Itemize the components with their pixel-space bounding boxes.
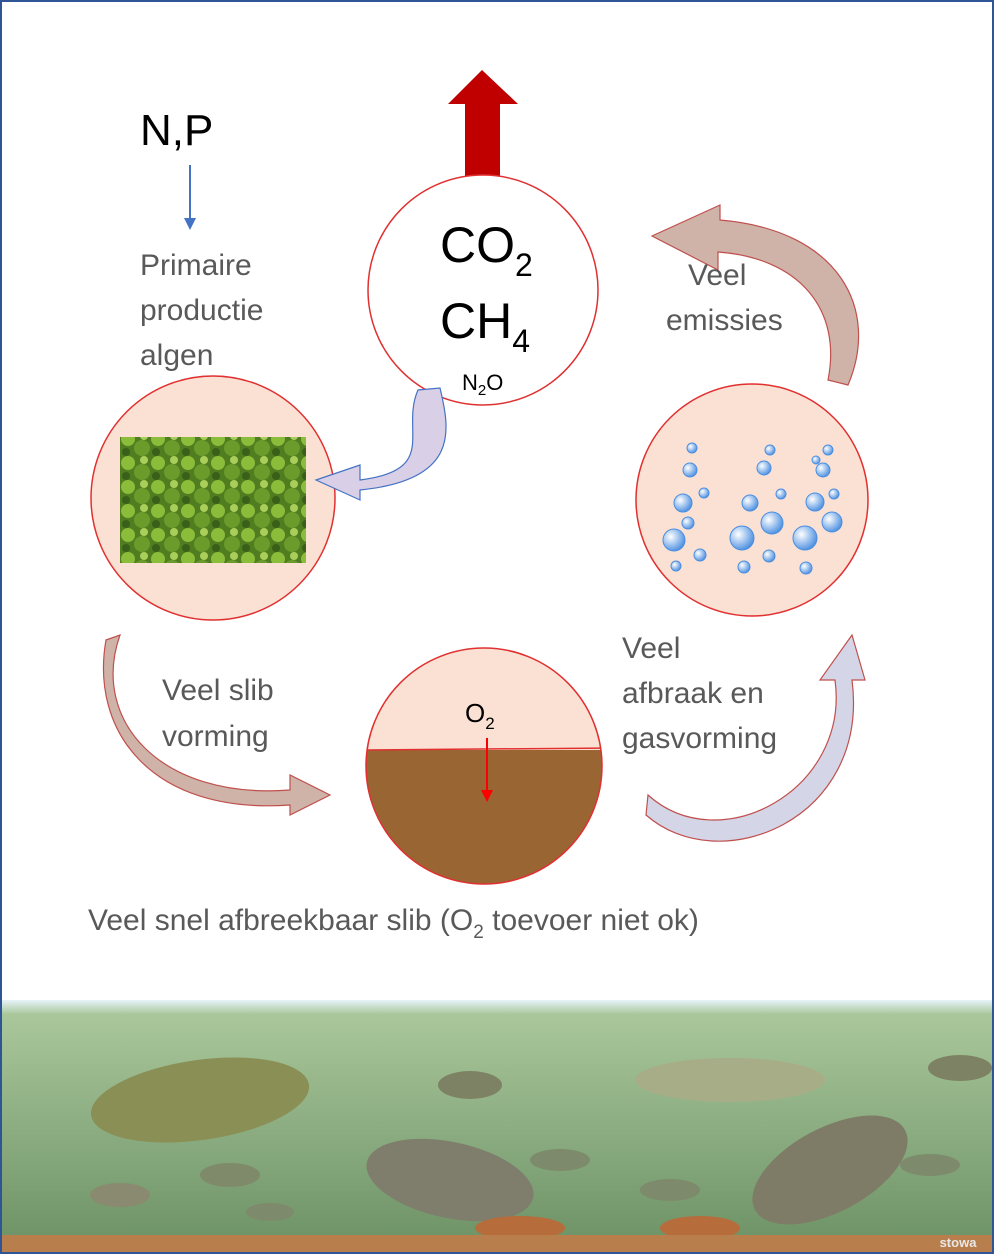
- underwater-scene: [2, 1000, 992, 1252]
- n2o-tail: O: [486, 370, 503, 395]
- oxygen-text: O: [465, 698, 485, 728]
- emission-arrow-head: [448, 70, 518, 104]
- decay-label: gasvorming: [622, 722, 777, 755]
- oxygen-sub: 2: [485, 714, 494, 733]
- nutrients-label: N,P: [140, 106, 213, 155]
- primary-label: productie: [140, 294, 263, 327]
- ch4-label: CH4: [440, 293, 530, 359]
- logo: stowa: [940, 1235, 978, 1250]
- primary-label: algen: [140, 339, 213, 372]
- co2-sub: 2: [515, 247, 533, 283]
- cycle-arrows: [102, 204, 866, 842]
- gas-circle: [367, 174, 599, 406]
- n2o-text: N: [462, 370, 478, 395]
- caption: Veel snel afbreekbaar slib (O2 toevoer n…: [88, 904, 699, 943]
- oxygen-label: O2: [465, 698, 495, 733]
- nutrient-arrow-head: [184, 218, 196, 230]
- co2-label: CO2: [440, 217, 533, 283]
- decay-label: Veel: [622, 632, 680, 665]
- caption-sub: 2: [473, 922, 484, 943]
- algae-photo: [120, 437, 306, 563]
- bubbles: [662, 442, 843, 575]
- ch4-sub: 4: [512, 323, 530, 359]
- n2o-label: N2O: [462, 370, 503, 399]
- co2-text: CO: [440, 217, 515, 273]
- ch4-text: CH: [440, 293, 512, 349]
- emissions-label: Veel: [688, 259, 746, 292]
- decay-label: afbraak en: [622, 677, 764, 710]
- sludge-label: vorming: [162, 720, 269, 753]
- caption-tail: toevoer niet ok): [484, 904, 699, 937]
- oxygen-arrow-head: [481, 790, 493, 802]
- sediment-circle-outline: [365, 647, 603, 885]
- sludge-label: Veel slib: [162, 674, 274, 707]
- caption-text: Veel snel afbreekbaar slib (O: [88, 904, 473, 937]
- emissions-label: emissies: [666, 304, 783, 337]
- n2o-sub: 2: [478, 382, 486, 399]
- primary-label: Primaire: [140, 249, 252, 282]
